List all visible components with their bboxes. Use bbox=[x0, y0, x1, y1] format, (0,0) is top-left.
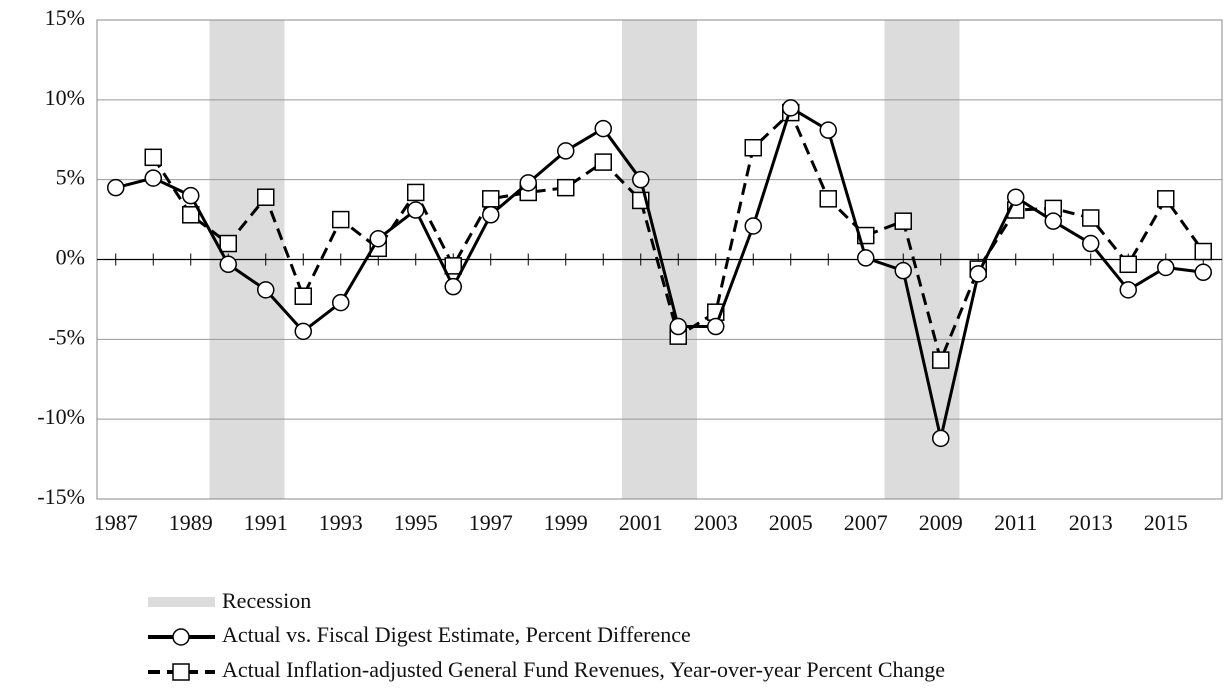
x-tick-label: 2013 bbox=[1069, 510, 1113, 535]
square-marker bbox=[819, 190, 837, 208]
circle-marker bbox=[332, 293, 350, 312]
square-marker bbox=[1119, 255, 1137, 274]
square-marker bbox=[594, 153, 612, 171]
x-tick-label: 2007 bbox=[844, 510, 888, 535]
circle-marker bbox=[894, 261, 912, 280]
x-tick-label: 1995 bbox=[394, 510, 438, 535]
circle-marker bbox=[932, 429, 950, 448]
circle-marker bbox=[557, 142, 575, 160]
square-marker bbox=[332, 210, 350, 229]
x-tick-label: 1991 bbox=[244, 510, 288, 535]
x-tick-label: 1999 bbox=[544, 510, 588, 535]
x-tick-label: 2001 bbox=[619, 510, 663, 535]
legend-marker bbox=[172, 628, 190, 646]
y-tick-label: 15% bbox=[45, 5, 85, 30]
circle-marker bbox=[1157, 258, 1175, 277]
circle-marker bbox=[1082, 234, 1100, 253]
y-tick-label: 0% bbox=[56, 245, 85, 270]
square-marker bbox=[182, 206, 200, 224]
x-tick-label: 1987 bbox=[94, 510, 138, 535]
circle-marker bbox=[1194, 263, 1212, 282]
legend-recession-swatch bbox=[148, 597, 215, 607]
circle-marker bbox=[594, 119, 612, 138]
circle-marker bbox=[819, 121, 837, 139]
x-tick-label: 1989 bbox=[169, 510, 213, 535]
y-tick-label: -5% bbox=[48, 324, 85, 349]
circle-marker bbox=[519, 174, 537, 192]
square-marker bbox=[744, 138, 762, 157]
square-marker bbox=[1157, 190, 1175, 208]
square-marker bbox=[557, 178, 575, 197]
circle-marker bbox=[444, 277, 462, 296]
square-marker bbox=[894, 212, 912, 230]
y-tick-label: 5% bbox=[56, 165, 85, 190]
x-tick-label: 2011 bbox=[994, 510, 1037, 535]
square-marker bbox=[144, 148, 162, 167]
x-tick-label: 2005 bbox=[769, 510, 813, 535]
y-tick-label: -10% bbox=[37, 404, 85, 429]
legend-label: Actual Inflation-adjusted General Fund R… bbox=[222, 657, 945, 682]
x-tick-label: 1993 bbox=[319, 510, 363, 535]
square-marker bbox=[932, 351, 950, 369]
circle-marker bbox=[632, 170, 650, 189]
circle-marker bbox=[107, 178, 125, 197]
circle-marker bbox=[294, 322, 312, 341]
circle-marker bbox=[407, 201, 425, 219]
y-tick-label: -15% bbox=[37, 484, 85, 509]
x-tick-label: 2015 bbox=[1144, 510, 1188, 535]
circle-marker bbox=[969, 265, 987, 283]
circle-marker bbox=[1007, 188, 1025, 206]
circle-marker bbox=[144, 169, 162, 187]
circle-marker bbox=[1119, 281, 1137, 299]
circle-marker bbox=[744, 217, 762, 235]
y-tick-label: 10% bbox=[45, 85, 85, 110]
square-marker bbox=[257, 188, 275, 206]
x-tick-label: 2003 bbox=[694, 510, 738, 535]
circle-marker bbox=[669, 317, 687, 336]
circle-marker bbox=[219, 255, 237, 274]
circle-marker bbox=[1044, 212, 1062, 230]
circle-marker bbox=[782, 99, 800, 117]
circle-marker bbox=[369, 229, 387, 248]
circle-marker bbox=[482, 206, 500, 224]
circle-marker bbox=[857, 249, 875, 267]
square-marker bbox=[482, 190, 500, 208]
legend-marker bbox=[172, 663, 190, 681]
x-tick-label: 1997 bbox=[469, 510, 513, 535]
x-tick-label: 2009 bbox=[919, 510, 963, 535]
circle-marker bbox=[182, 186, 200, 205]
circle-marker bbox=[257, 281, 275, 299]
legend-label: Actual vs. Fiscal Digest Estimate, Perce… bbox=[222, 622, 691, 647]
square-marker bbox=[407, 183, 425, 202]
legend-label: Recession bbox=[222, 588, 311, 613]
circle-marker bbox=[707, 317, 725, 336]
square-marker bbox=[219, 234, 237, 253]
square-marker bbox=[294, 287, 312, 305]
square-marker bbox=[1082, 209, 1100, 227]
square-marker bbox=[444, 257, 462, 275]
square-marker bbox=[1194, 242, 1212, 261]
